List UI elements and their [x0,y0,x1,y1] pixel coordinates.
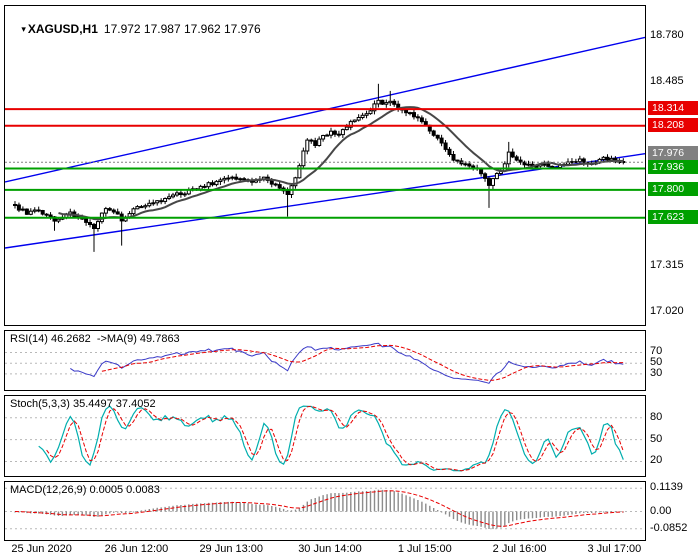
time-axis-label: 3 Jul 17:00 [587,543,642,555]
time-axis-label: 26 Jun 12:00 [104,543,169,555]
time-axis-label: 1 Jul 15:00 [397,543,452,555]
chart-title: ▾ XAGUSD,H1 17.972 17.987 17.962 17.976 [8,8,261,50]
moving-average-line [58,106,624,221]
time-axis[interactable]: 25 Jun 2020 26 Jun 12:00 29 Jun 13:00 30 Ju… [0,541,646,560]
price-line-label-18.314: 18.314 [648,101,698,116]
macd-indicator-panel[interactable] [4,481,646,541]
rsi-header: RSI(14) 46.2682 ->MA(9) 49.7863 [10,333,180,345]
price-tick-17.315: 17.315 [650,259,684,272]
macd-header: MACD(12,26,9) 0.0005 0.0083 [10,484,160,496]
chart-dropdown-icon[interactable]: ▾ [21,24,26,34]
macd-chart[interactable] [5,482,645,540]
stochastic-chart[interactable] [5,396,645,476]
price-tick-18.485: 18.485 [650,75,684,88]
price-line-label-17.800: 17.800 [648,181,698,196]
main-chart-panel[interactable] [4,5,646,326]
rsi-indicator-panel[interactable] [4,330,646,391]
price-tick-17.020: 17.020 [650,305,684,318]
indicator-tick-rsi-50: 50 [650,356,663,369]
stochastic-indicator-panel[interactable] [4,395,646,477]
chart-symbol-period: XAGUSD,H1 [27,22,98,36]
price-axis[interactable]: 18.780 18.485 17.315 17.020 18.314 18.208 17.9… [646,5,700,541]
indicator-tick-macd--0.0852: -0.0852 [650,521,688,534]
rsi-chart[interactable] [5,331,645,390]
indicator-tick-rsi-30: 30 [650,366,663,379]
price-line-label-17.936: 17.936 [648,160,698,175]
price-line-label-17.976: 17.976 [648,146,698,161]
time-axis-label: 30 Jun 14:00 [298,543,362,555]
price-tick-18.780: 18.780 [650,28,684,41]
price-line-label-18.208: 18.208 [648,117,698,132]
indicator-tick-rsi-70: 70 [650,345,663,358]
price-line-label-17.623: 17.623 [648,209,698,224]
stochastic-header: Stoch(5,3,3) 35.4497 37.4052 [10,398,156,410]
time-axis-label: 29 Jun 13:00 [199,543,264,555]
indicator-tick-stoch-80: 80 [650,410,663,423]
time-axis-label: 25 Jun 2020 [11,543,72,555]
indicator-tick-stoch-20: 20 [650,454,663,467]
indicator-tick-macd-0.00: 0.00 [650,504,672,517]
time-axis-label: 2 Jul 16:00 [492,543,547,555]
candlestick-chart[interactable] [5,6,645,325]
indicator-tick-macd-0.1139: 0.1139 [650,481,683,494]
indicator-tick-stoch-50: 50 [650,432,663,445]
chart-ohlc-values: 17.972 17.987 17.962 17.976 [103,22,261,36]
